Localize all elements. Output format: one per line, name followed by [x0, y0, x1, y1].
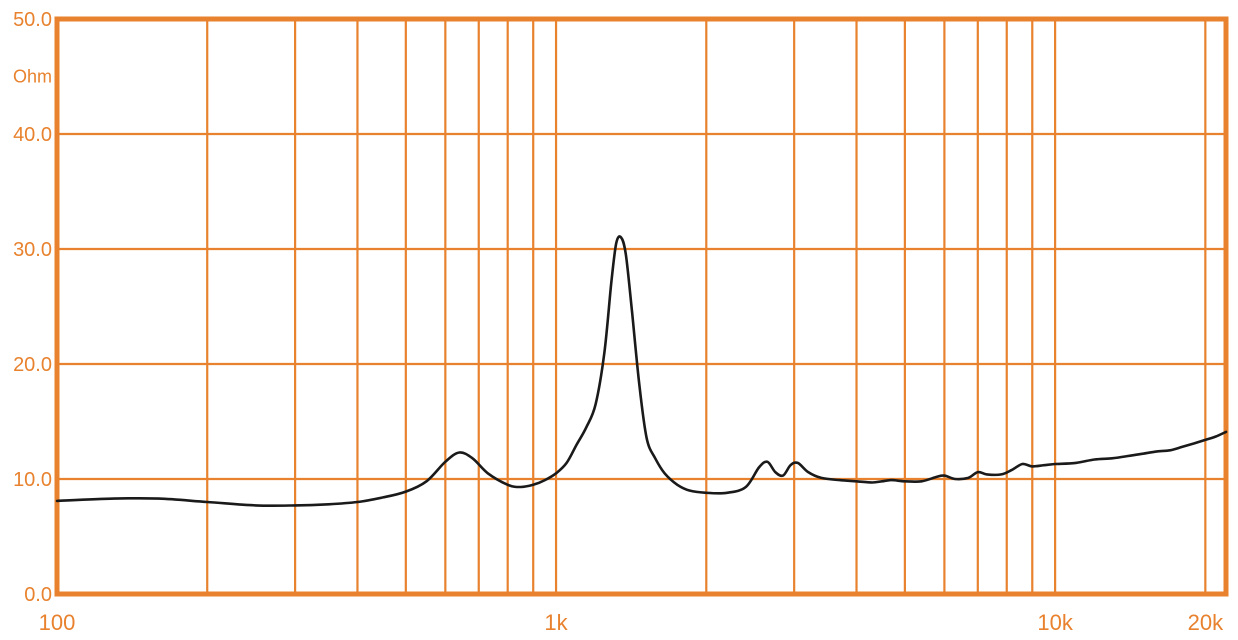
y-tick-label-20.0: 20.0	[13, 354, 52, 376]
vertical-gridlines	[55, 19, 1207, 594]
x-tick-label-1k: 1k	[544, 610, 568, 635]
x-tick-label-10k: 10k	[1037, 610, 1073, 635]
y-axis-tick-labels: 0.0 10.0 20.0 30.0 40.0 50.0	[13, 9, 52, 606]
horizontal-gridlines	[57, 17, 1226, 596]
y-tick-label-0.0: 0.0	[24, 584, 52, 606]
y-tick-label-10.0: 10.0	[13, 469, 52, 491]
impedance-curve	[55, 235, 1228, 508]
y-axis-unit-label: Ohm	[13, 67, 52, 87]
plot-frame	[54, 16, 1229, 597]
y-tick-label-50.0: 50.0	[13, 9, 52, 31]
y-tick-label-30.0: 30.0	[13, 239, 52, 261]
x-axis-tick-labels: 100 1k 10k 20k	[39, 610, 1224, 635]
y-tick-label-40.0: 40.0	[13, 124, 52, 146]
x-tick-label-100: 100	[39, 610, 76, 635]
x-tick-label-20k: 20k	[1188, 610, 1224, 635]
